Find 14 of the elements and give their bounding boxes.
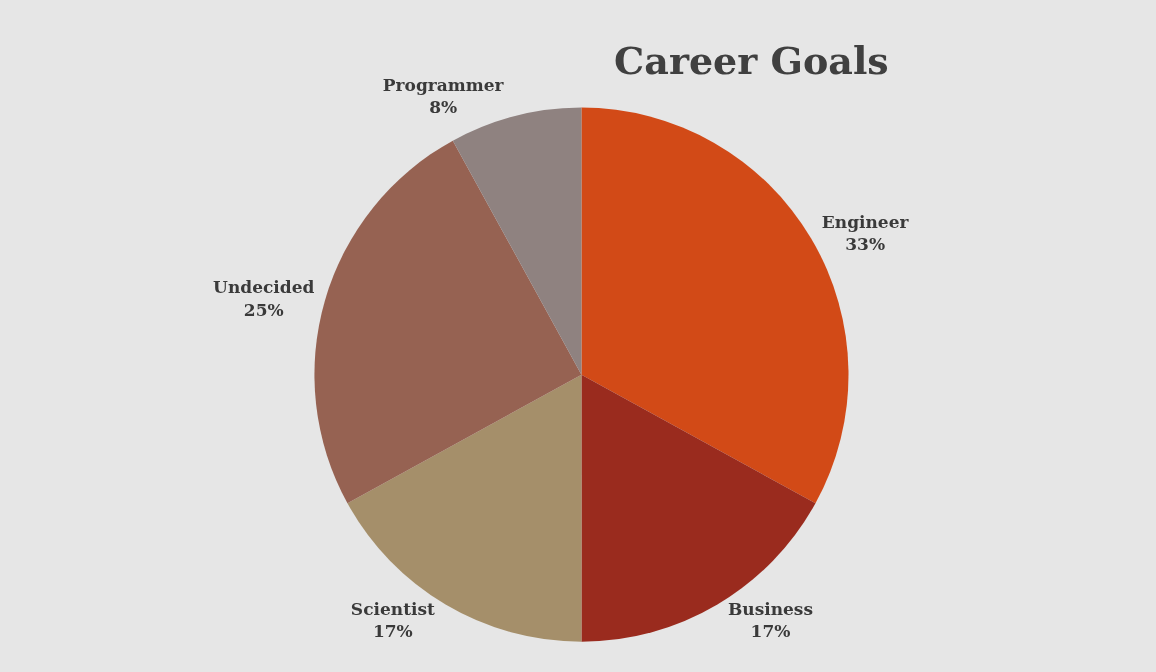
data-label: 25% (243, 299, 284, 320)
slice-label: Business (727, 599, 813, 620)
slice-label: Engineer (821, 212, 910, 233)
data-label: 17% (750, 621, 791, 642)
slice-label: Scientist (350, 599, 436, 620)
data-label: 33% (845, 234, 886, 255)
chart-title: Career Goals (614, 37, 889, 83)
pie-slice (314, 140, 582, 504)
slice-label: Undecided (213, 277, 315, 298)
slice-label: Programmer (382, 75, 505, 96)
data-label: 17% (372, 621, 413, 642)
pie-slice (347, 374, 582, 642)
pie-slice (581, 374, 816, 642)
data-label: 8% (429, 97, 458, 118)
